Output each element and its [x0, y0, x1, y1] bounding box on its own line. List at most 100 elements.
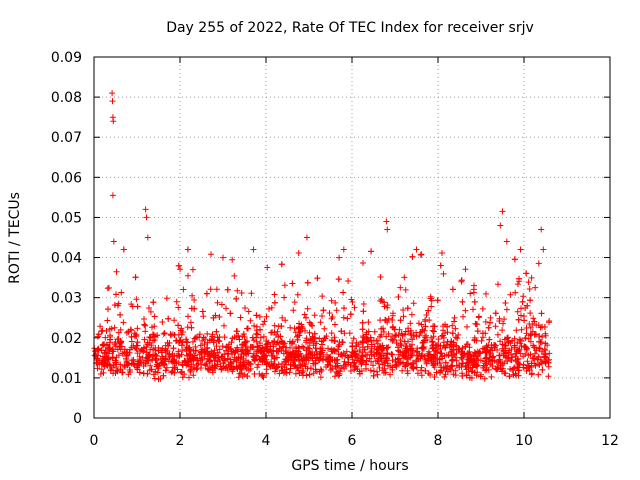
data-point: [532, 284, 539, 291]
data-point: [540, 246, 547, 253]
data-point: [208, 336, 215, 343]
data-point: [245, 350, 252, 357]
data-point: [154, 332, 161, 339]
data-point: [417, 251, 424, 258]
data-point: [276, 345, 283, 352]
data-point: [513, 358, 520, 365]
data-point: [98, 359, 105, 366]
data-point: [332, 363, 339, 370]
data-point: [220, 254, 226, 261]
data-point: [279, 314, 286, 321]
data-point: [470, 306, 476, 313]
data-point: [113, 291, 119, 298]
data-point: [488, 373, 495, 380]
data-point: [340, 314, 347, 321]
data-point: [244, 373, 251, 380]
data-point: [109, 90, 116, 97]
data-point: [467, 290, 474, 297]
data-point: [358, 352, 365, 359]
data-point: [163, 295, 170, 302]
data-point: [149, 324, 155, 331]
data-point: [414, 352, 421, 359]
data-point: [218, 301, 225, 308]
data-point: [306, 371, 313, 378]
data-point: [496, 318, 503, 324]
data-point: [211, 347, 218, 354]
data-point: [383, 333, 390, 340]
data-point: [359, 319, 366, 326]
data-point: [134, 339, 141, 346]
data-point: [280, 341, 287, 348]
y-tick-label: 0.01: [51, 371, 82, 387]
data-point: [526, 286, 533, 292]
data-point: [150, 299, 157, 306]
data-point: [429, 345, 436, 352]
data-point: [500, 320, 506, 327]
data-point: [515, 316, 522, 323]
data-point: [536, 333, 543, 339]
data-point: [351, 348, 358, 355]
data-point: [248, 290, 255, 297]
data-point: [229, 351, 235, 358]
data-point: [546, 350, 553, 357]
data-point: [492, 310, 499, 317]
data-point: [304, 305, 311, 312]
data-point: [227, 310, 234, 317]
y-tick-label: 0.02: [51, 331, 82, 347]
data-point: [118, 338, 125, 345]
data-point: [335, 343, 342, 350]
data-point: [95, 331, 102, 338]
data-point: [300, 372, 306, 379]
data-point: [340, 289, 347, 296]
data-point: [345, 278, 352, 284]
data-point: [403, 343, 409, 350]
data-point: [218, 366, 225, 373]
data-point: [186, 344, 193, 351]
data-point: [503, 306, 510, 313]
data-point: [198, 348, 205, 355]
data-point: [449, 286, 456, 293]
data-point: [477, 357, 484, 364]
data-point: [365, 319, 372, 326]
data-point: [205, 365, 212, 372]
data-point: [483, 290, 489, 297]
data-point: [482, 318, 489, 325]
data-point: [238, 346, 245, 353]
data-point: [338, 328, 345, 335]
data-point: [303, 347, 310, 354]
data-point: [492, 323, 499, 330]
data-point: [142, 328, 149, 335]
data-point: [471, 298, 478, 305]
data-point: [259, 372, 266, 379]
data-point: [418, 372, 425, 379]
data-point: [125, 328, 132, 335]
x-tick-labels: 0 2 4 6 8 10 12: [90, 433, 619, 449]
data-point: [512, 370, 519, 377]
data-point: [438, 333, 445, 340]
data-point: [151, 375, 158, 382]
data-point: [238, 290, 245, 296]
data-point: [349, 343, 356, 349]
data-point: [102, 334, 109, 341]
data-point: [108, 325, 115, 332]
data-point: [184, 339, 191, 346]
data-point: [489, 363, 496, 369]
data-point: [95, 345, 102, 352]
data-point: [347, 311, 354, 318]
data-point: [473, 321, 480, 327]
data-point: [360, 308, 367, 315]
data-point: [410, 360, 417, 367]
data-point: [167, 354, 173, 360]
data-point: [263, 313, 270, 320]
data-point: [214, 349, 221, 356]
data-point: [113, 364, 120, 370]
data-point: [341, 365, 348, 372]
data-point: [329, 314, 336, 320]
data-point: [314, 275, 321, 282]
data-point: [428, 303, 435, 310]
data-point: [442, 359, 449, 366]
data-point: [128, 333, 135, 340]
data-point: [388, 351, 395, 358]
data-point: [162, 347, 169, 353]
data-point: [244, 347, 251, 354]
